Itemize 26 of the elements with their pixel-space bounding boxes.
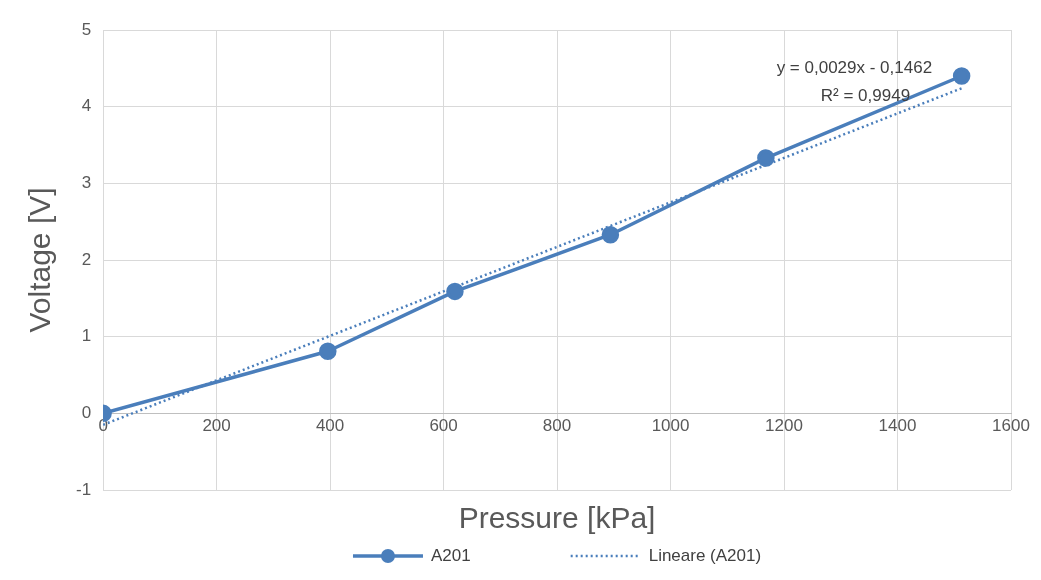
annotation: y = 0,0029x - 0,1462 <box>776 57 933 77</box>
y-tick-label: 0 <box>81 403 92 423</box>
point <box>601 225 620 244</box>
x-tick-label: 600 <box>429 416 458 436</box>
x-tick-label: 1000 <box>651 416 690 436</box>
x-tick-label: 1200 <box>765 416 803 436</box>
point <box>757 149 775 167</box>
y-tick-label: -1 <box>75 479 92 499</box>
legend-label: Lineare (A201) <box>648 545 762 565</box>
x-tick-label: 800 <box>542 416 572 436</box>
point <box>319 342 337 360</box>
y-tick-label: 1 <box>81 326 92 346</box>
x-tick-label: 1400 <box>878 416 917 436</box>
point <box>952 67 971 85</box>
y-tick-label: 2 <box>81 249 92 269</box>
x-axis-title: Pressure [kPa] <box>458 501 656 535</box>
point <box>446 282 464 301</box>
y-tick-label: 3 <box>81 173 92 193</box>
x-tick-label: 1600 <box>992 416 1030 436</box>
y-axis-title: Voltage [V] <box>23 187 57 333</box>
y-tick-label: 4 <box>81 96 92 116</box>
annotation: R² = 0,9949 <box>820 85 911 105</box>
legend-label: A201 <box>430 545 471 565</box>
x-tick-label: 400 <box>315 416 345 436</box>
x-tick-label: 200 <box>202 416 231 436</box>
y-tick-label: 5 <box>81 19 92 39</box>
